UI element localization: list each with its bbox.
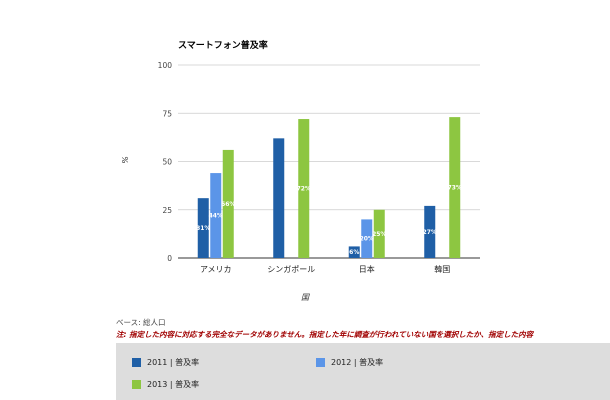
y-tick-label: 0 [167,254,172,263]
bar[interactable] [197,198,209,258]
bar[interactable] [210,173,222,258]
legend-item-2011[interactable]: 2011 | 普及率 [132,357,199,368]
legend-label-2012: 2012 | 普及率 [331,358,384,367]
bar[interactable] [298,119,310,258]
chart-area: スマートフォン普及率 0 25 50 75 100 % 31% 44% 56% 72% 6%20… [121,39,480,302]
bar[interactable] [348,246,360,258]
chart-title: スマートフォン普及率 [178,39,268,51]
bar[interactable] [373,209,385,258]
bar-value-label: 27% [423,229,437,236]
x-category-label: 韓国 [434,264,450,274]
bar-value-label: 72% [297,186,311,193]
legend-item-2012[interactable]: 2012 | 普及率 [316,357,383,368]
base-note: ベース: 総人口 [116,318,166,327]
bar-value-label: 56% [221,201,235,208]
bar-value-label: 25% [372,231,386,238]
bar-value-label: 20% [360,236,374,243]
bar[interactable] [449,117,461,258]
legend-swatch-2011 [132,358,141,367]
bar-value-label: 6% [349,249,359,256]
legend-label-2013: 2013 | 普及率 [147,380,200,389]
y-tick-label: 50 [162,158,172,167]
legend-swatch-2012 [316,358,325,367]
legend-item-2013[interactable]: 2013 | 普及率 [132,379,199,390]
bar[interactable] [424,205,436,258]
x-axis-title: 国 [301,293,310,302]
bar-value-label: 73% [448,185,462,192]
warning-note: 注: 指定した内容に対応する完全なデータがありません。指定した年に調査が行われて… [116,330,534,339]
y-axis-ticks: 0 25 50 75 100 [158,61,173,263]
x-category-label: 日本 [359,264,375,274]
bars: 31% 44% 56% 72% 6%20%25% 27% 73% [196,117,462,258]
bar[interactable] [222,149,234,258]
y-tick-label: 25 [162,206,172,215]
legend-label-2011: 2011 | 普及率 [147,358,200,367]
bar-value-label: 31% [196,225,210,232]
bar[interactable] [361,219,373,258]
y-axis-title: % [121,156,130,164]
legend-swatch-2013 [132,380,141,389]
x-axis-categories: アメリカ シンガポール 日本 韓国 [200,264,450,274]
bar[interactable] [273,138,285,258]
x-category-label: シンガポール [267,264,315,274]
x-category-label: アメリカ [200,265,232,274]
bar-value-label: 44% [209,213,223,220]
legend: 2011 | 普及率 2012 | 普及率 2013 | 普及率 [116,343,610,400]
y-tick-label: 100 [158,61,173,70]
y-tick-label: 75 [162,109,172,118]
